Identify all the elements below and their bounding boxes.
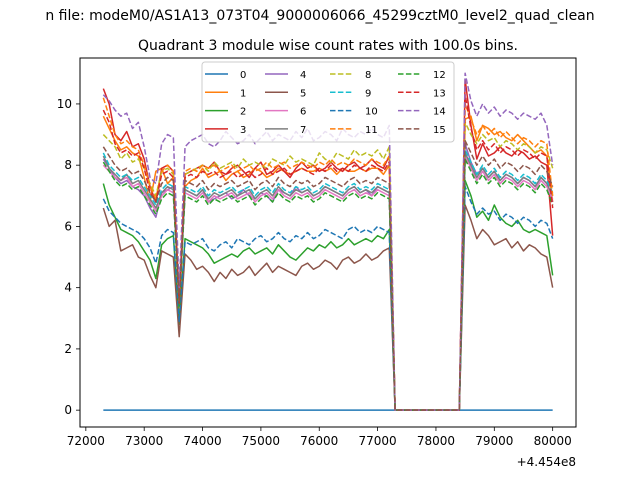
legend-label-3: 3	[240, 125, 246, 136]
y-tick-label: 2	[64, 342, 72, 356]
legend-label-13: 13	[433, 88, 446, 99]
legend-frame	[201, 61, 455, 143]
legend-label-9: 9	[365, 88, 371, 99]
legend-label-7: 7	[300, 125, 306, 136]
y-tick-label: 4	[64, 281, 72, 295]
axes-frame	[79, 57, 577, 428]
y-axis: 0 2 4 6 8 10	[57, 97, 80, 417]
series-layer	[102, 72, 554, 411]
x-tick-label: 80000	[534, 434, 572, 448]
legend-label-10: 10	[365, 107, 378, 118]
x-tick-label: 76000	[300, 434, 338, 448]
series-line-11	[102, 97, 554, 411]
legend-label-8: 8	[365, 70, 371, 81]
x-tick-label: 73000	[125, 434, 163, 448]
x-tick-label: 74000	[183, 434, 221, 448]
legend-label-0: 0	[240, 70, 246, 81]
legend-label-4: 4	[300, 70, 306, 81]
figure-suptitle: n file: modeM0/AS1A13_073T04_9000006066_…	[45, 8, 594, 24]
y-tick-label: 0	[64, 403, 72, 417]
series-line-14	[102, 72, 554, 411]
series-line-12	[102, 158, 554, 411]
legend-label-14: 14	[433, 107, 446, 118]
series-line-10	[102, 185, 554, 411]
chart-title: Quadrant 3 module wise count rates with …	[138, 38, 518, 54]
x-tick-label: 75000	[242, 434, 280, 448]
series-line-15	[102, 139, 554, 411]
series-line-5	[102, 204, 554, 411]
legend-label-6: 6	[300, 107, 306, 118]
legend-label-1: 1	[240, 88, 246, 99]
legend-label-11: 11	[365, 125, 378, 136]
x-tick-label: 77000	[359, 434, 397, 448]
legend-label-12: 12	[433, 70, 446, 81]
legend-label-15: 15	[433, 125, 446, 136]
x-tick-label: 79000	[475, 434, 513, 448]
y-tick-label: 10	[57, 97, 72, 111]
y-tick-label: 6	[64, 219, 72, 233]
x-tick-label: 72000	[67, 434, 105, 448]
x-tick-label: 78000	[417, 434, 455, 448]
x-axis: 72000 73000 74000 75000 76000 77000 78000 79000…	[67, 427, 572, 448]
legend-label-2: 2	[240, 107, 246, 118]
x-offset-text: +4.454e8	[517, 455, 576, 469]
y-tick-label: 8	[64, 158, 72, 172]
legend-label-5: 5	[300, 88, 306, 99]
